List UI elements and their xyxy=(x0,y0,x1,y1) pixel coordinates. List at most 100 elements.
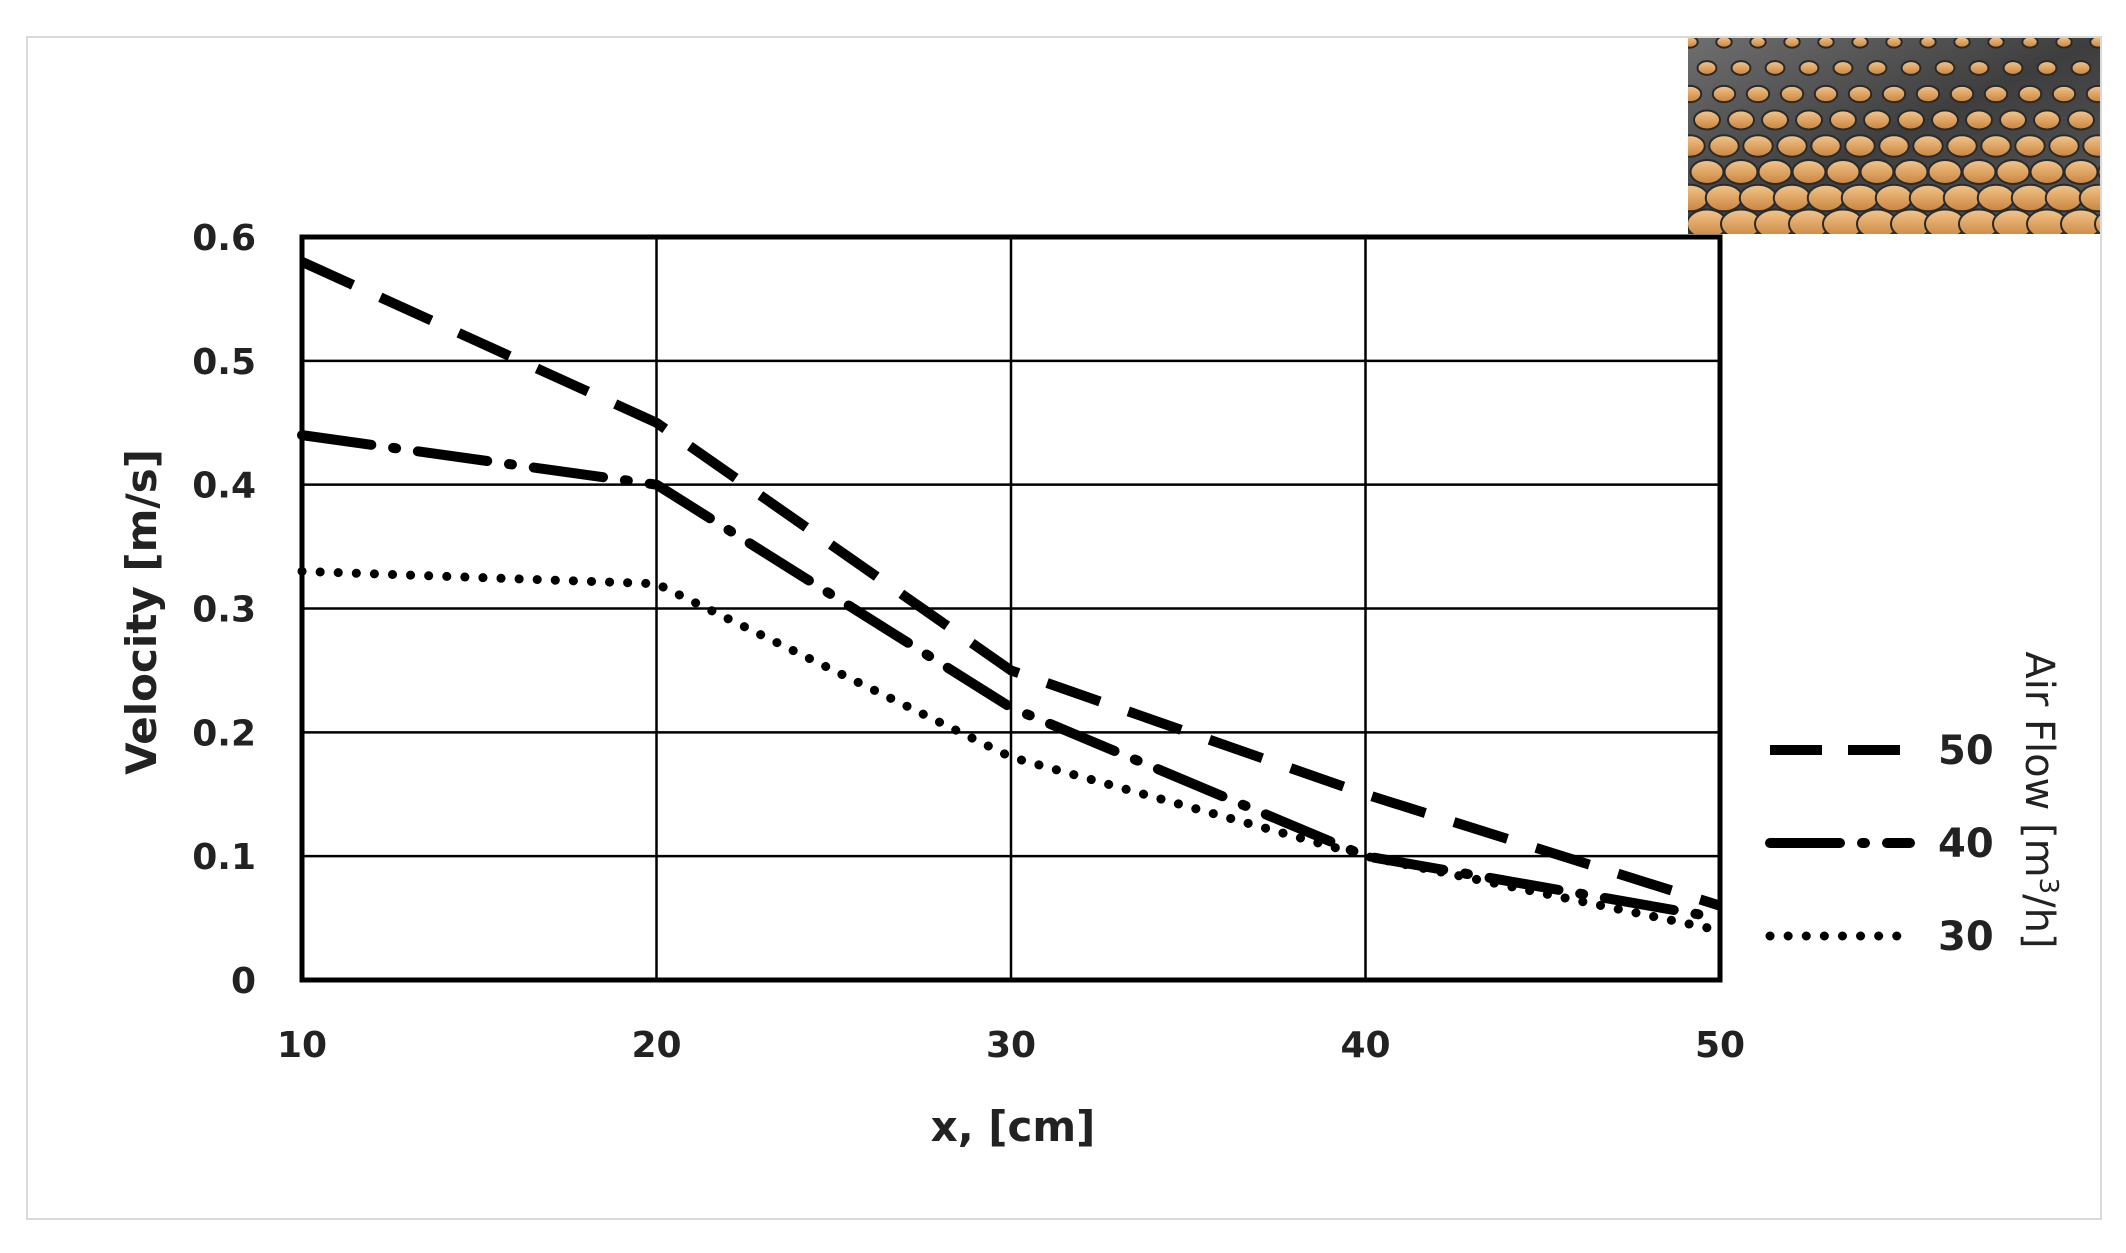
perforation-hole-58 xyxy=(1878,134,1910,158)
legend-title-main: Air Flow [m xyxy=(2016,651,2062,877)
legend-label-40: 40 xyxy=(1938,821,1994,867)
perforation-hole-79 xyxy=(1704,183,1744,213)
series-line-30 xyxy=(297,566,1725,935)
perforation-hole-1 xyxy=(1715,38,1733,49)
perforation-hole-57 xyxy=(1844,134,1876,158)
legend-title-end: /h] xyxy=(2016,894,2062,948)
perforation-hole-84 xyxy=(1874,183,1914,213)
perforation-hole-4 xyxy=(1817,38,1835,49)
perforation-hole-21 xyxy=(1968,60,1990,76)
series-layer xyxy=(297,257,1725,935)
perforation-hole-0 xyxy=(1688,38,1699,49)
perforation-hole-76 xyxy=(2063,159,2099,185)
perforation-hole-39 xyxy=(1693,109,1721,131)
perforation-hole-45 xyxy=(1897,109,1925,131)
perforation-hole-25 xyxy=(2106,61,2125,75)
perforation-hole-62 xyxy=(2014,134,2046,158)
perforation-hole-52 xyxy=(1688,134,1706,158)
perforation-hole-60 xyxy=(1946,134,1978,158)
perforation-hole-88 xyxy=(2010,183,2050,213)
perforation-hole-46 xyxy=(1931,109,1959,131)
perforation-hole-33 xyxy=(1915,84,1941,104)
perforation-hole-66 xyxy=(1723,159,1759,185)
perforation-hole-43 xyxy=(1829,109,1857,131)
perforation-hole-80 xyxy=(1738,183,1778,213)
perforation-hole-29 xyxy=(1779,84,1805,104)
perforated-metal-photo xyxy=(1688,38,2125,234)
perforation-hole-65 xyxy=(1689,159,1725,185)
series-line-50 xyxy=(299,257,1722,911)
perforation-hole-26 xyxy=(1688,84,1703,104)
perforation-hole-32 xyxy=(1881,84,1907,104)
perforation-hole-47 xyxy=(1965,109,1993,131)
perforation-hole-15 xyxy=(1764,60,1786,76)
perforation-hole-28 xyxy=(1745,84,1771,104)
perforation-hole-24 xyxy=(2070,60,2092,76)
perforation-hole-16 xyxy=(1798,60,1820,76)
perforation-hole-20 xyxy=(1934,60,1956,76)
perforation-hole-82 xyxy=(1806,183,1846,213)
perforation-hole-90 xyxy=(2078,183,2100,213)
perforation-hole-8 xyxy=(1953,38,1971,49)
perforation-hole-87 xyxy=(1976,183,2016,213)
perforation-hole-54 xyxy=(1742,134,1774,158)
y-tick-label-1: 0.1 xyxy=(192,837,256,878)
perforation-hole-64 xyxy=(2082,134,2100,158)
perforation-hole-61 xyxy=(1980,134,2012,158)
perforation-hole-56 xyxy=(1810,134,1842,158)
y-tick-label-6: 0.6 xyxy=(192,218,256,259)
perforation-hole-55 xyxy=(1776,134,1808,158)
perforation-hole-41 xyxy=(1761,109,1789,131)
perforation-hole-71 xyxy=(1893,159,1929,185)
perforation-hole-44 xyxy=(1863,109,1891,131)
perforation-hole-42 xyxy=(1795,109,1823,131)
perforation-hole-5 xyxy=(1851,38,1869,49)
perforation-hole-67 xyxy=(1757,159,1793,185)
plot-area-border xyxy=(299,234,1723,983)
x-tick-labels: 10 20 30 40 50 xyxy=(277,1025,1745,1066)
y-tick-label-3: 0.3 xyxy=(192,590,256,631)
perforation-hole-3 xyxy=(1783,38,1801,49)
x-tick-label-4: 50 xyxy=(1695,1025,1745,1066)
perforation-hole-53 xyxy=(1708,134,1740,158)
perforation-hole-50 xyxy=(2067,109,2095,131)
perforation-hole-10 xyxy=(2021,38,2039,49)
perforation-hole-70 xyxy=(1859,159,1895,185)
legend-label-50: 50 xyxy=(1938,728,1994,774)
perforation-hole-13 xyxy=(1696,60,1718,76)
perforation-hole-2 xyxy=(1749,38,1767,49)
perforation-hole-37 xyxy=(2051,84,2077,104)
perforation-hole-31 xyxy=(1847,84,1873,104)
perforation-hole-63 xyxy=(2048,134,2080,158)
x-tick-label-2: 30 xyxy=(986,1025,1036,1066)
perforation-hole-23 xyxy=(2036,60,2058,76)
grid-lines xyxy=(300,235,1722,982)
y-tick-labels: 0 0.1 0.2 0.3 0.4 0.5 0.6 xyxy=(192,218,256,1002)
perforation-hole-34 xyxy=(1949,84,1975,104)
perforation-hole-27 xyxy=(1711,84,1737,104)
perforation-hole-12 xyxy=(2089,38,2100,49)
series-line-40 xyxy=(297,430,1725,924)
legend-label-30: 30 xyxy=(1938,914,1994,960)
perforation-hole-40 xyxy=(1727,109,1755,131)
perforation-hole-19 xyxy=(1900,60,1922,76)
y-axis-label: Velocity [m/s] xyxy=(117,449,166,775)
perforation-hole-36 xyxy=(2017,84,2043,104)
perforation-hole-22 xyxy=(2002,60,2024,76)
perforation-hole-72 xyxy=(1927,159,1963,185)
perforation-hole-9 xyxy=(1987,38,2005,49)
perforation-hole-38 xyxy=(2085,84,2100,104)
x-tick-label-0: 10 xyxy=(277,1025,327,1066)
perforation-hole-83 xyxy=(1840,183,1880,213)
y-tick-label-5: 0.5 xyxy=(192,342,256,383)
perforation-hole-69 xyxy=(1825,159,1861,185)
perforation-hole-81 xyxy=(1772,183,1812,213)
perforation-hole-11 xyxy=(2055,38,2073,49)
y-tick-label-4: 0.4 xyxy=(192,466,256,507)
legend-title-superscript: 3 xyxy=(2033,878,2063,895)
y-tick-label-0: 0 xyxy=(231,961,256,1002)
perforation-hole-6 xyxy=(1885,38,1903,49)
perforation-hole-75 xyxy=(2029,159,2065,185)
perforation-hole-74 xyxy=(1995,159,2031,185)
